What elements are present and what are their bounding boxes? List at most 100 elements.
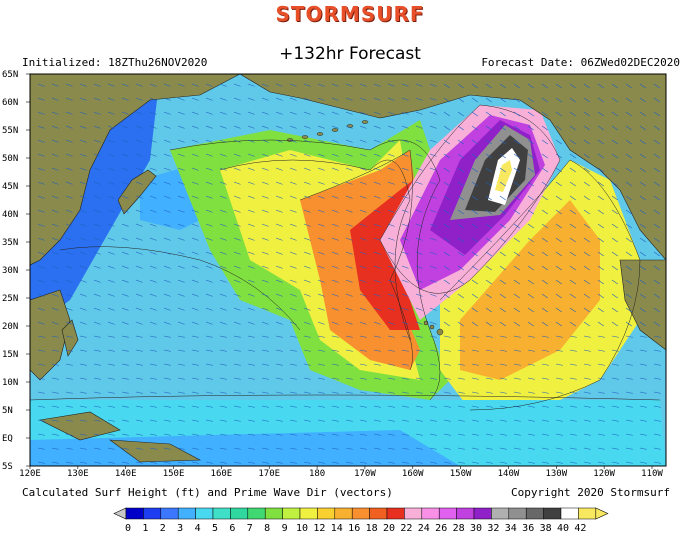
wave-vector [233,167,241,171]
wave-vector [471,307,478,313]
wave-vector [51,433,59,436]
wave-vector [597,83,604,89]
wave-vector [303,279,311,283]
legend-left-arrow [113,507,127,520]
wave-vector [625,223,632,229]
wave-vector [541,279,548,285]
wave-vector [247,349,255,352]
wave-vector [345,447,353,450]
wave-vector [541,377,549,380]
wave-vector [345,209,353,213]
wave-vector [163,279,171,283]
wave-vector [149,153,157,157]
wave-vector [639,237,646,243]
wave-vector [149,447,157,450]
wave-vector [569,335,577,338]
wave-vector [597,321,604,327]
wave-vector [65,279,73,283]
wave-vector [135,293,143,297]
wave-vector [177,209,185,213]
wave-vector [219,405,227,408]
wave-vector [527,181,534,187]
wave-vector [583,349,591,352]
wave-vector [317,307,325,311]
wave-vector [93,251,101,255]
wave-vector [65,349,73,352]
wave-vector [415,279,423,283]
wave-vector [443,321,450,327]
legend-value: 32 [487,523,499,534]
wave-vector [443,111,450,117]
wave-vector [639,111,646,117]
wave-vector [583,251,590,257]
wave-vector [177,321,185,325]
wave-vector [611,307,618,313]
wave-vector [247,419,255,422]
wave-vector [331,181,339,185]
wave-vector [401,125,409,129]
wave-vector [499,265,506,271]
wave-vector [541,419,549,422]
wave-vector [555,419,563,422]
wave-vector [443,349,451,352]
wave-vector [387,265,395,269]
lon-label: 160E [211,469,233,479]
wave-vector [205,363,213,366]
wave-vector [233,195,241,199]
wave-vector [569,209,576,215]
wave-vector [429,181,437,185]
wave-vector [387,279,395,283]
wave-vector [387,293,395,297]
wave-vector [177,153,185,157]
legend-value: 24 [418,523,430,534]
wave-vector [345,139,353,143]
wave-vector [219,391,227,394]
wave-vector [625,111,632,117]
wave-vector [569,433,577,436]
wave-vector [541,111,548,117]
wave-vector [415,363,423,366]
wave-vector [275,321,283,325]
wave-vector [597,307,604,313]
wave-vector [275,377,283,380]
wave-vector [163,237,171,241]
wave-vector [289,391,297,394]
wave-vector [219,349,227,352]
legend-value: 18 [366,523,378,534]
wave-vector [177,125,185,129]
wave-vector [471,447,479,450]
wave-vector [625,97,632,103]
wave-vector [303,83,311,87]
wave-vector [387,97,395,101]
wave-vector [275,335,283,338]
wave-vector [359,335,367,338]
wave-vector [275,111,283,115]
legend-value: 2 [160,523,166,534]
wave-vector [499,139,506,145]
wave-vector [163,335,171,338]
wave-vector [121,209,129,213]
wave-vector [107,447,115,450]
wave-vector [345,97,353,101]
wave-vector [233,83,241,87]
wave-vector [177,377,185,380]
wave-vector [191,335,199,338]
wave-vector [331,377,339,380]
wave-vector [247,251,255,255]
wave-vector [429,223,437,227]
wave-vector [149,97,157,101]
wave-vector [373,335,381,338]
wave-vector [611,335,619,338]
wave-vector [51,181,59,185]
wave-vector [485,433,493,436]
legend-swatch [473,507,492,520]
wave-vector [583,279,590,285]
wave-vector [527,83,534,89]
wave-vector [135,125,143,129]
storm-max-zone [495,160,512,192]
wave-vector [611,111,618,117]
wave-vector [303,97,311,101]
wave-vector [639,307,646,313]
wave-vector [93,83,101,87]
wave-vector [443,419,451,422]
